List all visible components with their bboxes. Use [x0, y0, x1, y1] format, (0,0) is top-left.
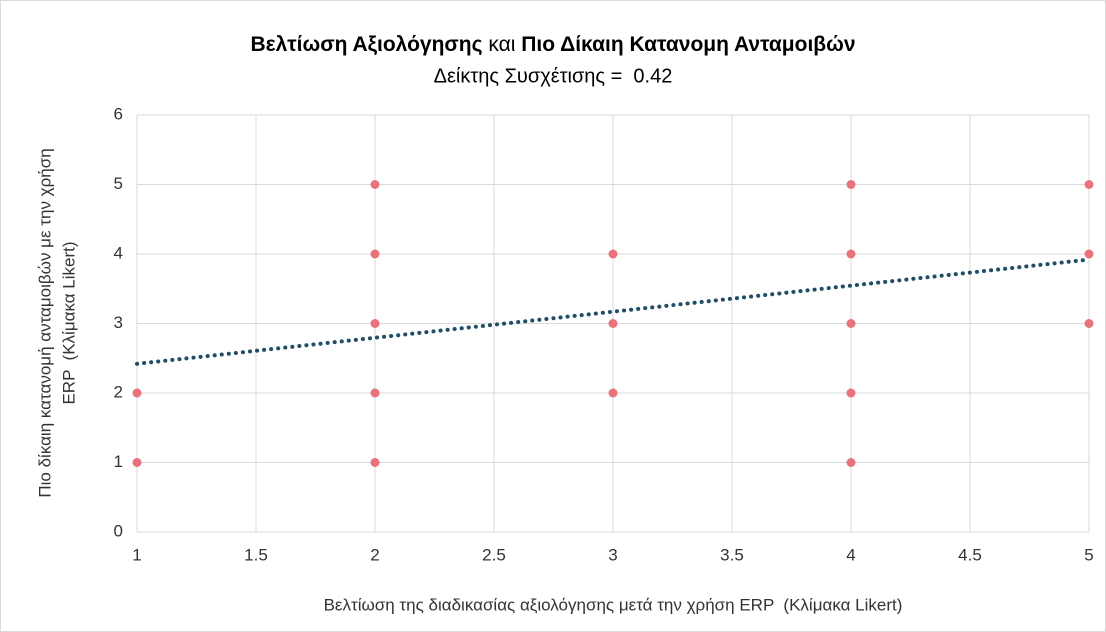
point — [370, 249, 380, 259]
y-tick-label: 0 — [114, 521, 123, 540]
point — [608, 319, 618, 328]
y-tick-label: 2 — [114, 382, 123, 401]
x-tick-label: 3 — [608, 545, 617, 564]
x-tick-label: 1 — [132, 545, 141, 564]
y-axis-label: Πιο δίκαιη κατανομή ανταμοιβών με την χρ… — [35, 148, 54, 497]
title-part: και — [483, 33, 522, 56]
point — [608, 249, 618, 259]
point — [132, 458, 142, 467]
x-tick-label: 2.5 — [482, 545, 506, 564]
point — [370, 458, 380, 467]
x-tick-label: 3.5 — [720, 545, 744, 564]
x-tick-label: 4 — [846, 545, 855, 564]
chart-title: Βελτίωση Αξιολόγησης και Πιο Δίκαιη Κατα… — [250, 33, 855, 56]
point — [1084, 249, 1094, 259]
y-tick-label: 5 — [114, 174, 123, 193]
x-axis-label: Βελτίωση της διαδικασίας αξιολόγησης μετ… — [324, 595, 903, 614]
x-tick-label: 1.5 — [244, 545, 268, 564]
point — [608, 388, 618, 398]
x-tick-label: 2 — [370, 545, 379, 564]
point — [846, 458, 856, 467]
y-tick-label: 4 — [114, 243, 123, 262]
chart-subtitle: Δείκτης Συσχέτισης = 0.42 — [434, 65, 673, 87]
point — [846, 388, 856, 398]
x-tick-label: 4.5 — [958, 545, 982, 564]
title-part: Πιο Δίκαιη Κατανομη Ανταμοιβών — [521, 33, 855, 56]
x-tick-label: 5 — [1084, 545, 1093, 564]
point — [370, 388, 380, 398]
point — [846, 180, 856, 189]
point — [846, 319, 856, 328]
point — [370, 319, 380, 328]
y-tick-label: 1 — [114, 452, 123, 471]
y-axis-label: ERP (Κλίμακα Likert) — [59, 241, 78, 404]
point — [1084, 180, 1094, 189]
y-tick-label: 6 — [114, 104, 123, 123]
point — [370, 180, 380, 189]
point — [846, 249, 856, 259]
title-part: Βελτίωση Αξιολόγησης — [250, 33, 482, 56]
point — [132, 388, 142, 398]
point — [1084, 319, 1094, 328]
y-tick-label: 3 — [114, 313, 123, 332]
